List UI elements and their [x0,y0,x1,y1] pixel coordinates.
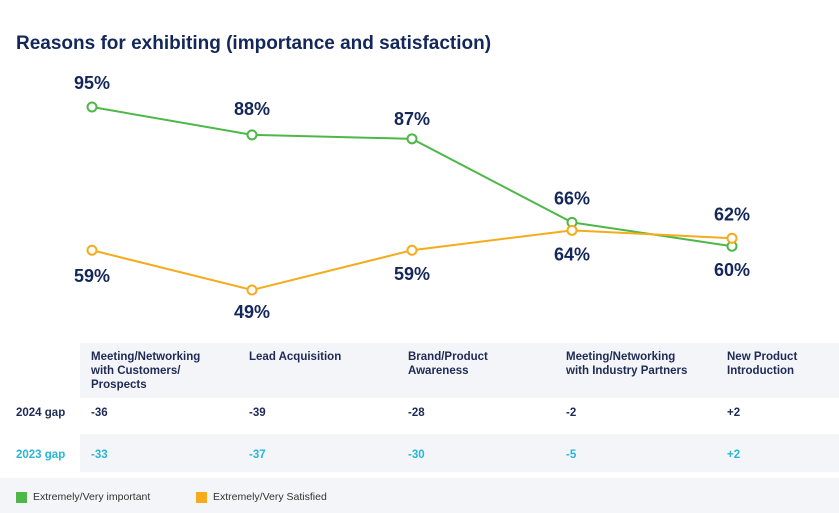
gap-2023-band [80,434,839,472]
data-label: 88% [234,99,270,119]
data-label: 59% [74,266,110,286]
data-point [726,232,738,244]
category-label-2: Lead Acquisition [249,351,342,363]
category-label-5: New Product Introduction [727,351,798,377]
data-label: 66% [554,188,590,208]
chart-title: Reasons for exhibiting (importance and s… [16,33,492,54]
data-point [406,133,418,145]
gap-2023-value: -30 [408,449,425,461]
legend-swatch-orange [196,491,207,503]
category-label-3: Brand/Product Awareness [408,351,488,377]
data-point [566,224,578,236]
data-label: 95% [74,73,110,93]
line-chart: 95% 88% 87% 66% 60% 59% 49% 59% 64% 62% [74,73,750,322]
gap-2023-value: +2 [727,449,741,461]
data-point [86,244,98,256]
category-label-4: Meeting/Networking with Industry Partner… [566,351,688,377]
data-point [246,129,258,141]
gap-2024-label: 2024 gap [16,407,66,419]
legend-item-important: Extremely/Very important [16,491,150,503]
gap-2024-value: -39 [249,407,266,419]
data-point [406,244,418,256]
category-label-1: Meeting/Networking with Customers/ Prosp… [91,351,201,391]
data-label: 49% [234,302,270,322]
data-point [246,284,258,296]
data-label: 60% [714,260,750,280]
legend-item-satisfied: Extremely/Very Satisfied [196,491,327,503]
gap-2023-value: -5 [566,449,577,461]
category-band [80,343,839,398]
data-label: 64% [554,244,590,264]
gap-2023-label: 2023 gap [16,449,66,461]
data-label: 59% [394,264,430,284]
gap-2024-value: -2 [566,407,577,419]
gap-2024-value: -36 [91,407,108,419]
gap-2024-value: -28 [408,407,425,419]
data-label: 62% [714,204,750,224]
gap-2023-value: -33 [91,449,108,461]
gap-2024-value: +2 [727,407,741,419]
legend: Extremely/Very important Extremely/Very … [0,478,839,513]
gap-2023-value: -37 [249,449,266,461]
legend-swatch-green [16,491,27,503]
data-label: 87% [394,109,430,129]
data-point [86,101,98,113]
